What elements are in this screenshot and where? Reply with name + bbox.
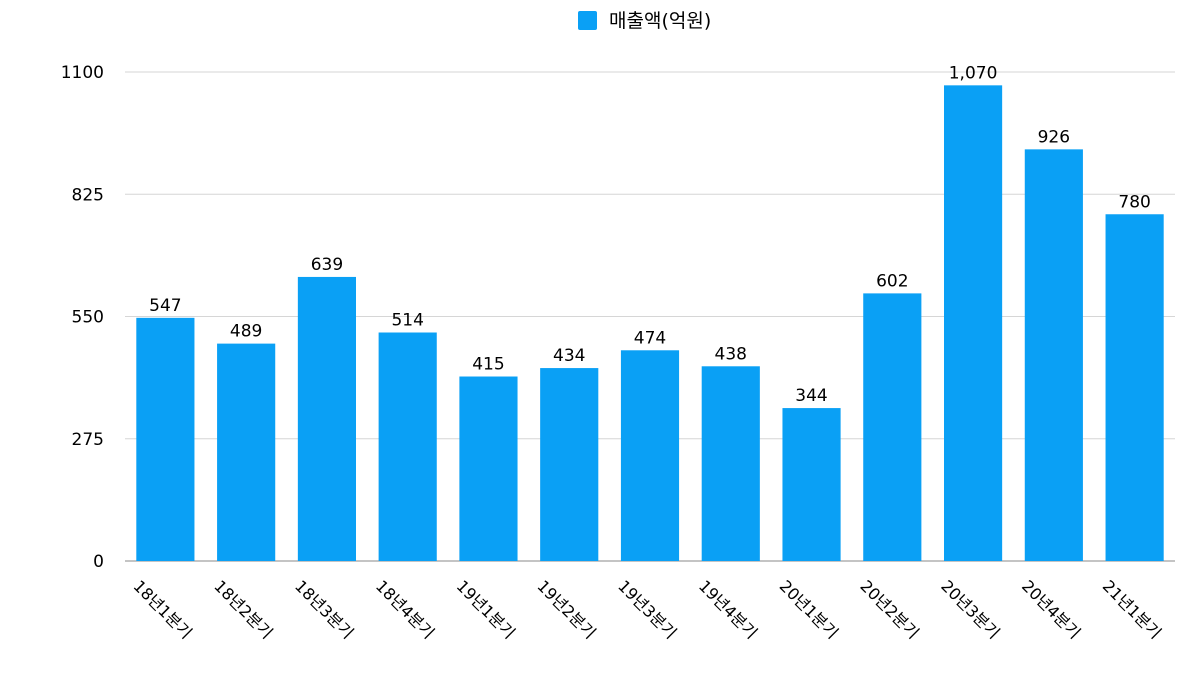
bar xyxy=(782,408,841,561)
x-tick-label: 18년2분기 xyxy=(210,576,276,642)
data-label: 1,070 xyxy=(949,63,998,83)
bar xyxy=(378,332,437,561)
y-tick-label: 550 xyxy=(72,308,104,328)
legend-label: 매출액(억원) xyxy=(609,10,711,32)
data-label: 415 xyxy=(472,355,504,375)
bar xyxy=(217,343,276,561)
data-label: 514 xyxy=(391,311,423,331)
bar xyxy=(540,368,599,561)
y-axis: 0 275 550 825 1100 xyxy=(61,63,104,572)
y-tick-label: 0 xyxy=(93,552,104,572)
x-tick-label: 20년3분기 xyxy=(937,576,1003,642)
data-label: 926 xyxy=(1038,127,1070,147)
bar xyxy=(1024,149,1083,562)
y-tick-label: 825 xyxy=(72,185,104,205)
x-tick-label: 20년1분기 xyxy=(776,576,842,642)
x-tick-label: 19년3분기 xyxy=(614,576,680,642)
x-tick-label: 21년1분기 xyxy=(1099,576,1165,642)
x-tick-label: 18년3분기 xyxy=(291,576,357,642)
data-label: 438 xyxy=(715,344,747,364)
data-labels-layer: 547 489 639 514 415 434 474 438 344 602 1,070 926 78… xyxy=(149,63,1151,406)
data-label: 780 xyxy=(1118,192,1150,212)
x-tick-label: 19년2분기 xyxy=(533,576,599,642)
bar xyxy=(459,376,518,561)
data-label: 547 xyxy=(149,296,181,316)
bar xyxy=(944,85,1003,561)
x-axis: 18년1분기 18년2분기 18년3분기 18년4분기 19년1분기 19년2분기 19년3… xyxy=(130,576,1165,642)
bar xyxy=(1105,214,1164,561)
x-tick-label: 19년1분기 xyxy=(453,576,519,642)
y-tick-label: 1100 xyxy=(61,63,104,83)
data-label: 344 xyxy=(795,386,827,406)
bars-layer xyxy=(136,85,1164,562)
bar xyxy=(136,317,195,561)
data-label: 639 xyxy=(311,255,343,275)
x-tick-label: 19년4분기 xyxy=(695,576,761,642)
x-tick-label: 20년2분기 xyxy=(856,576,922,642)
bar xyxy=(863,293,922,561)
data-label: 489 xyxy=(230,322,262,342)
x-tick-label: 18년4분기 xyxy=(372,576,438,642)
bar xyxy=(297,276,356,561)
data-label: 474 xyxy=(634,328,666,348)
x-tick-label: 20년4분기 xyxy=(1018,576,1084,642)
bar xyxy=(620,350,680,561)
x-tick-label: 18년1분기 xyxy=(130,576,196,642)
data-label: 434 xyxy=(553,346,585,366)
data-label: 602 xyxy=(876,271,908,291)
bar xyxy=(701,366,760,561)
y-tick-label: 275 xyxy=(72,430,104,450)
legend: 매출액(억원) xyxy=(578,10,711,32)
legend-swatch xyxy=(578,11,597,30)
